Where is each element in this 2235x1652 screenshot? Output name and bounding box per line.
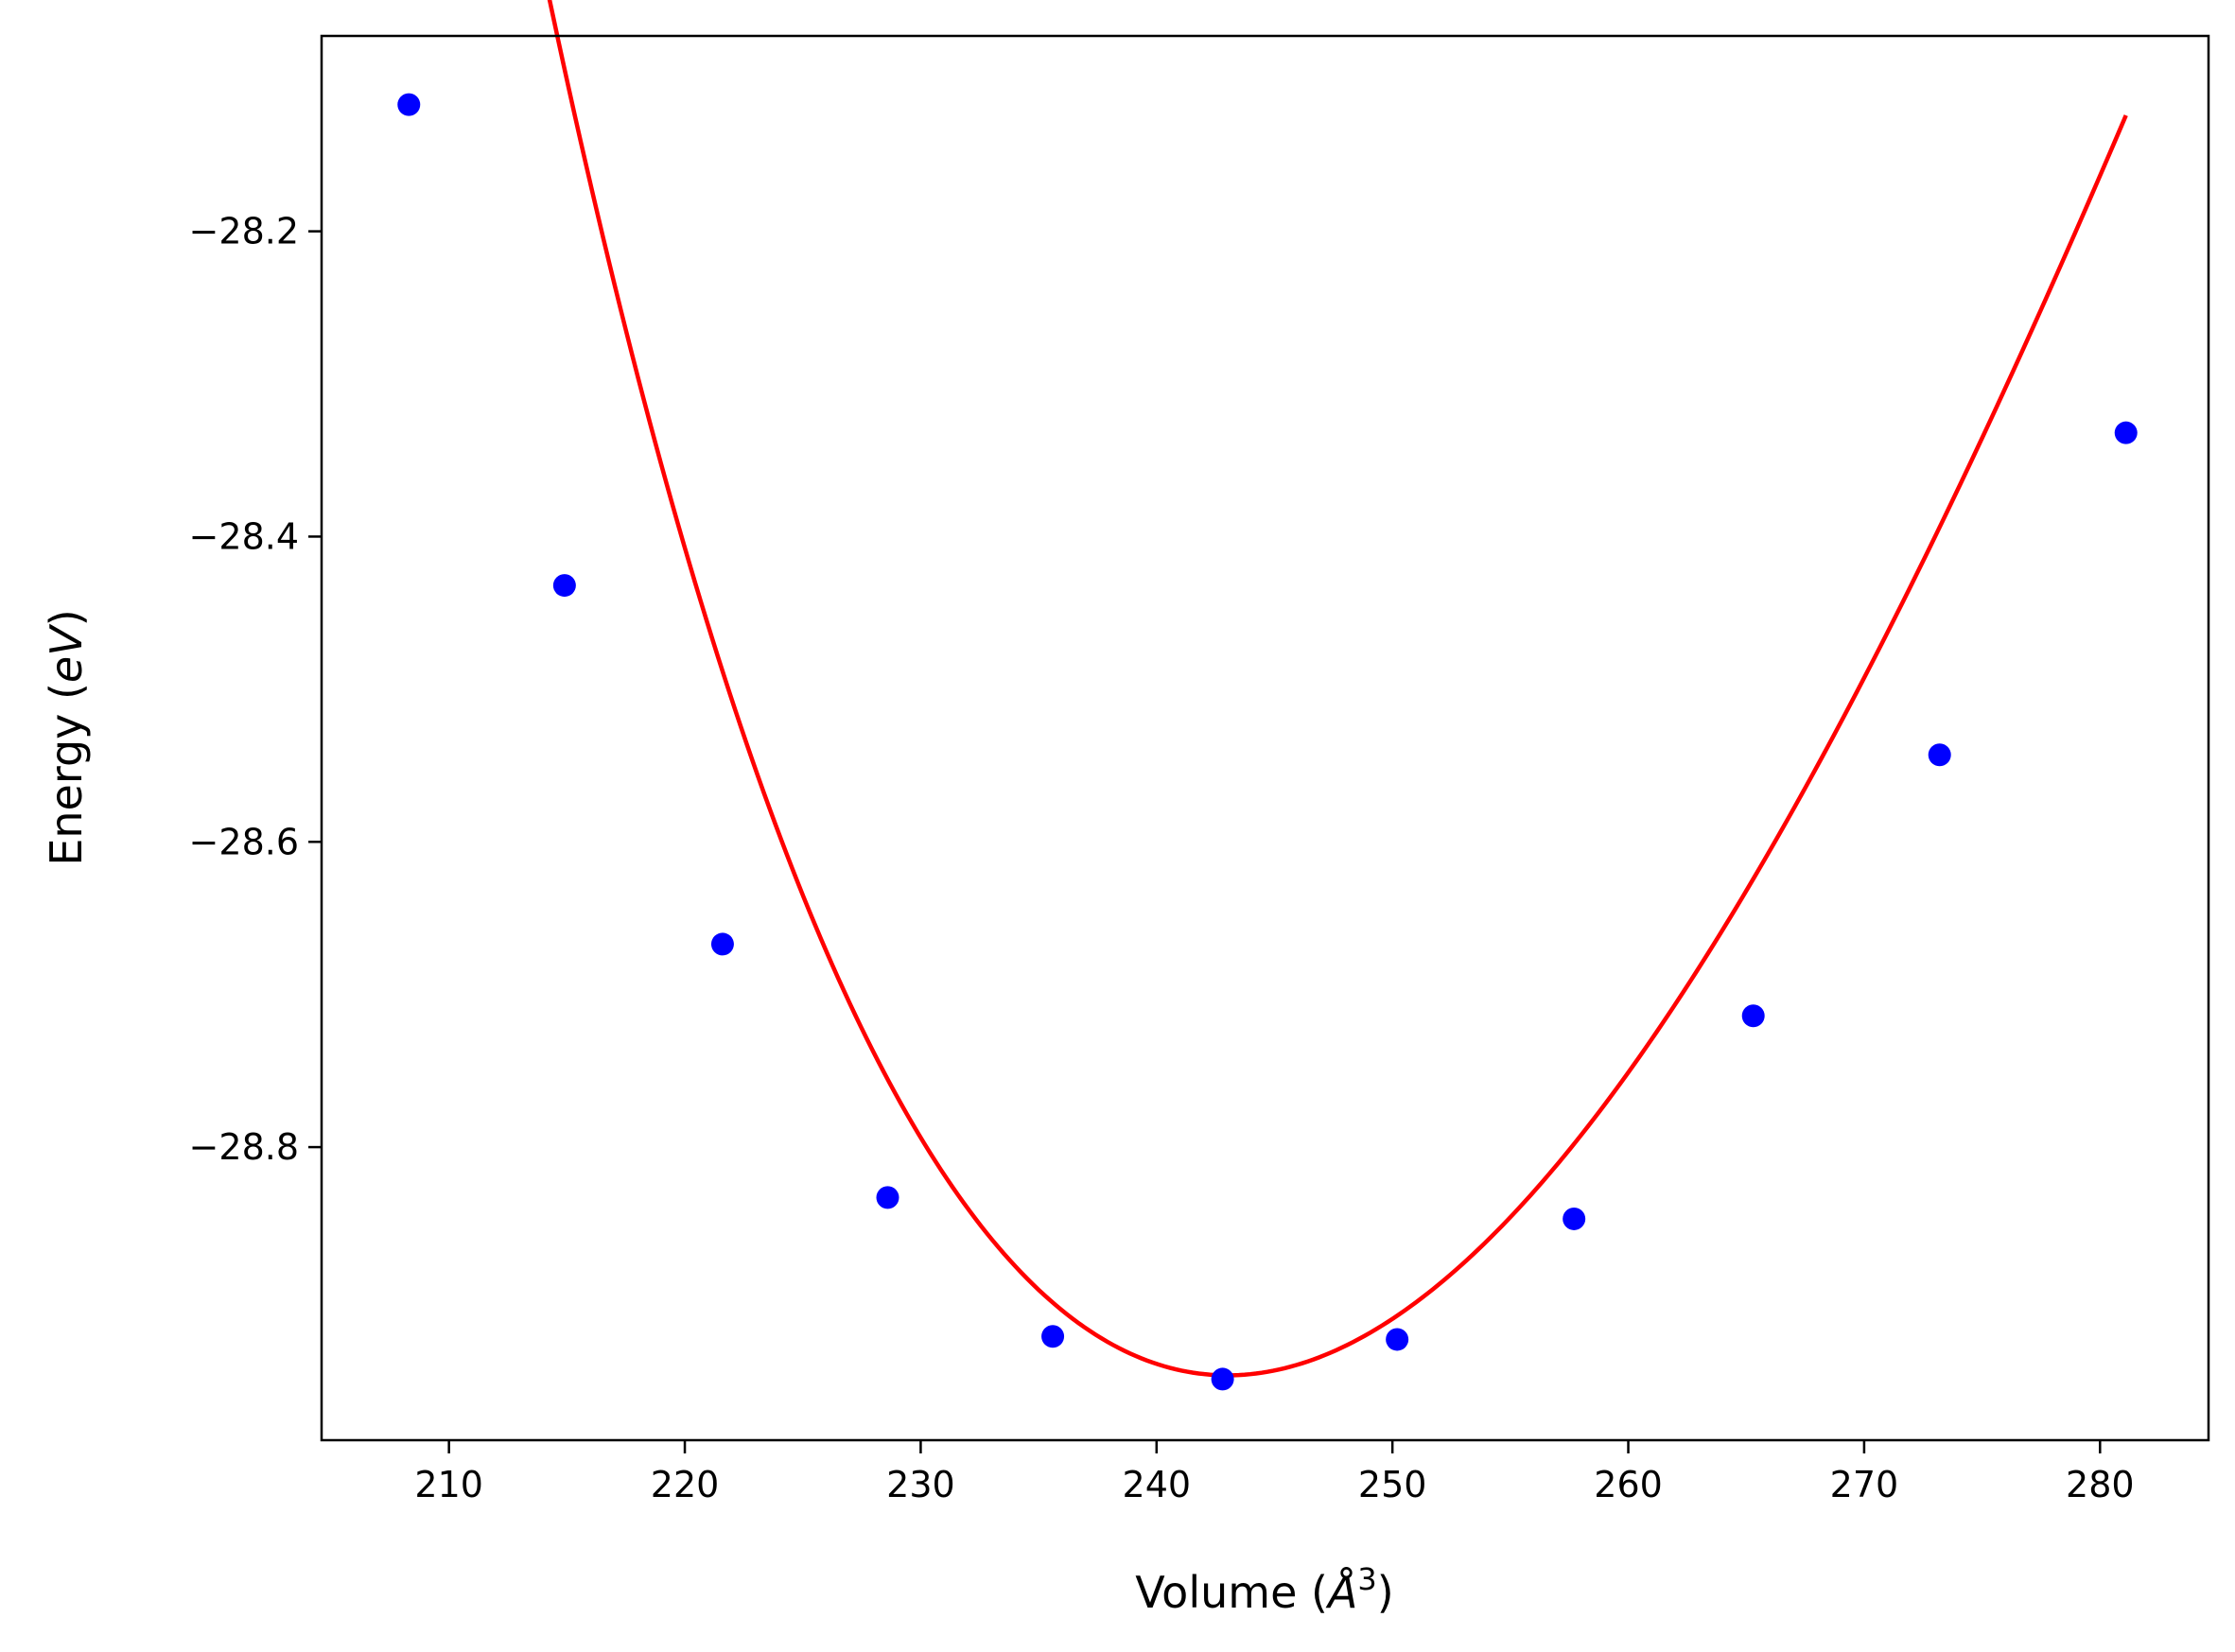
fit-curve-layer [547,0,2128,1378]
y-axis-label: Energy (eV) [41,609,92,865]
x-tick-label: 240 [1123,1464,1192,1505]
x-axis-label-text: Volume ( [1135,1567,1328,1618]
x-tick-label: 270 [1830,1464,1899,1505]
y-tick-label: −28.8 [189,1126,299,1168]
data-point [397,93,421,116]
data-points-layer [397,93,2138,1391]
y-axis-ticks: −28.2 −28.4 −28.6 −28.8 [189,211,322,1168]
x-tick-label: 250 [1358,1464,1427,1505]
data-point [2114,421,2138,444]
x-axis-ticks: 210 220 230 240 250 260 270 280 [414,1440,2135,1505]
x-tick-label: 210 [414,1464,483,1505]
data-point [1386,1328,1409,1351]
y-tick-label: −28.6 [189,821,299,862]
x-axis-label-superscript: 3 [1357,1561,1376,1597]
data-point [710,932,734,956]
x-tick-label: 230 [886,1464,955,1505]
x-tick-label: 280 [2066,1464,2135,1505]
y-tick-label: −28.2 [189,211,299,252]
y-axis-label-close: ) [41,609,92,626]
x-tick-label: 220 [651,1464,720,1505]
y-tick-label: −28.4 [189,515,299,557]
fit-curve [547,0,2128,1378]
data-point [552,574,576,598]
data-point [1928,743,1951,767]
data-point [1741,1004,1765,1028]
plot-frame [320,34,2210,1442]
data-point [1563,1207,1586,1230]
x-axis-label-close: ) [1377,1567,1394,1618]
x-tick-label: 260 [1594,1464,1663,1505]
data-point [1211,1367,1234,1391]
x-axis-label-symbol: Å [1325,1567,1357,1618]
data-point [876,1186,899,1209]
y-axis-label-italic: eV [41,623,92,683]
x-axis-label: Volume (Å3) [1135,1561,1393,1618]
data-point [1041,1325,1065,1348]
y-axis-label-text: Energy ( [41,683,92,866]
